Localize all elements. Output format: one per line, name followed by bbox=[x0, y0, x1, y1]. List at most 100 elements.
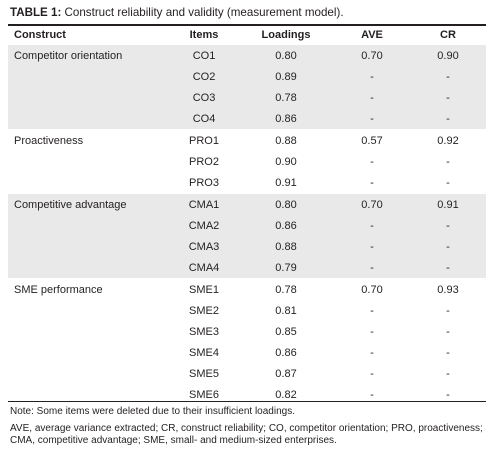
cr-cell: - bbox=[446, 346, 450, 359]
cr-cell: - bbox=[446, 325, 450, 338]
loading-cell: 0.80 bbox=[238, 193, 334, 215]
item-cell: SME3 bbox=[189, 325, 219, 338]
header-ave: AVE bbox=[361, 29, 383, 41]
ave-cell: 0.70 bbox=[334, 278, 410, 300]
loading-cell: 0.88 bbox=[238, 236, 334, 257]
loading-cell: 0.88 bbox=[238, 129, 334, 151]
table-row: Competitive advantage CMA1 0.80 0.70 0.91 bbox=[8, 193, 486, 215]
item-cell: CO2 bbox=[170, 66, 238, 87]
header-items: Items bbox=[189, 29, 219, 41]
table-row: PRO3 0.91 - - bbox=[8, 172, 486, 194]
table-row: Proactiveness PRO1 0.88 0.57 0.92 bbox=[8, 129, 486, 151]
loading-cell: 0.79 bbox=[238, 257, 334, 279]
item-cell: SME1 bbox=[170, 278, 238, 300]
table-row: SME6 0.82 - - bbox=[8, 384, 486, 405]
construct-cell: SME performance bbox=[8, 278, 170, 300]
ave-cell: 0.70 bbox=[334, 44, 410, 66]
ave-cell: - bbox=[370, 388, 374, 401]
caption-text: Construct reliability and validity (meas… bbox=[61, 6, 344, 19]
ave-cell: - bbox=[334, 215, 410, 236]
construct-cell bbox=[8, 342, 170, 363]
ave-cell: - bbox=[370, 155, 374, 168]
construct-cell bbox=[8, 87, 170, 108]
table-row: CMA4 0.79- - bbox=[8, 257, 486, 279]
item-cell: SME6 bbox=[189, 388, 219, 401]
cr-cell: - bbox=[446, 176, 450, 189]
item-cell: SME2 bbox=[189, 304, 219, 317]
loading-cell: 0.81 bbox=[275, 304, 297, 317]
cr-cell: - bbox=[446, 304, 450, 317]
table-row: CMA2 0.86- - bbox=[8, 215, 486, 236]
construct-cell bbox=[8, 66, 170, 87]
loading-cell: 0.78 bbox=[238, 278, 334, 300]
item-cell: CMA3 bbox=[170, 236, 238, 257]
construct-cell bbox=[8, 257, 170, 279]
loading-cell: 0.78 bbox=[238, 87, 334, 108]
cr-cell: 0.92 bbox=[410, 129, 486, 151]
table-row: SME4 0.86 - - bbox=[8, 342, 486, 363]
loading-cell: 0.86 bbox=[238, 108, 334, 130]
construct-cell bbox=[8, 236, 170, 257]
construct-cell: Competitor orientation bbox=[8, 44, 170, 66]
ave-cell: - bbox=[370, 346, 374, 359]
item-cell: PRO1 bbox=[170, 129, 238, 151]
item-cell: CO3 bbox=[170, 87, 238, 108]
table-row: CMA3 0.88- - bbox=[8, 236, 486, 257]
table-notes: Note: Some items were deleted due to the… bbox=[10, 406, 486, 448]
table-row: SME performance SME1 0.78 0.70 0.93 bbox=[8, 278, 486, 300]
table-caption: TABLE 1: Construct reliability and valid… bbox=[10, 6, 344, 20]
ave-cell: - bbox=[334, 87, 410, 108]
ave-cell: - bbox=[370, 304, 374, 317]
construct-group: Competitive advantage CMA1 0.80 0.70 0.91 CMA… bbox=[8, 193, 486, 279]
table-row: CO4 0.86- - bbox=[8, 108, 486, 130]
ave-cell: - bbox=[370, 176, 374, 189]
loading-cell: 0.86 bbox=[275, 346, 297, 359]
construct-group: Competitor orientation CO1 0.80 0.70 0.90 CO2… bbox=[8, 44, 486, 130]
ave-cell: - bbox=[334, 257, 410, 279]
table-row: CO2 0.89- - bbox=[8, 66, 486, 87]
item-cell: CMA4 bbox=[170, 257, 238, 279]
item-cell: CMA1 bbox=[170, 193, 238, 215]
table-row: SME5 0.87 - - bbox=[8, 363, 486, 384]
header-construct: Construct bbox=[14, 29, 66, 41]
construct-group: Proactiveness PRO1 0.88 0.57 0.92 PRO2 0.90- - P… bbox=[8, 129, 486, 194]
header-row: Construct Items Loadings AVE CR bbox=[8, 26, 486, 45]
top-rule bbox=[8, 24, 486, 26]
loading-cell: 0.87 bbox=[275, 367, 297, 380]
item-cell: CO4 bbox=[170, 108, 238, 130]
cr-cell: - bbox=[446, 367, 450, 380]
table-row: Competitor orientation CO1 0.80 0.70 0.90 bbox=[8, 44, 486, 66]
ave-cell: - bbox=[334, 108, 410, 130]
item-cell: PRO3 bbox=[189, 176, 219, 189]
cr-cell: - bbox=[410, 66, 486, 87]
table-row: SME2 0.81 - - bbox=[8, 300, 486, 321]
loading-cell: 0.86 bbox=[238, 215, 334, 236]
cr-cell: - bbox=[410, 87, 486, 108]
loading-cell: 0.80 bbox=[238, 44, 334, 66]
table-row: PRO2 0.90 - - bbox=[8, 151, 486, 172]
cr-cell: - bbox=[446, 388, 450, 401]
ave-cell: 0.57 bbox=[334, 129, 410, 151]
item-cell: CO1 bbox=[170, 44, 238, 66]
item-cell: PRO2 bbox=[189, 155, 219, 168]
construct-cell bbox=[8, 172, 170, 194]
cr-cell: 0.90 bbox=[410, 44, 486, 66]
ave-cell: - bbox=[370, 367, 374, 380]
construct-cell bbox=[8, 215, 170, 236]
construct-cell bbox=[8, 108, 170, 130]
ave-cell: - bbox=[334, 236, 410, 257]
cr-cell: 0.93 bbox=[410, 278, 486, 300]
loading-cell: 0.85 bbox=[275, 325, 297, 338]
construct-cell: Competitive advantage bbox=[8, 193, 170, 215]
ave-cell: - bbox=[334, 66, 410, 87]
bottom-rule bbox=[8, 401, 486, 402]
loading-cell: 0.91 bbox=[275, 176, 297, 189]
header-cr: CR bbox=[440, 29, 456, 41]
loading-cell: 0.89 bbox=[238, 66, 334, 87]
caption-label: TABLE 1: bbox=[10, 6, 62, 19]
cr-cell: - bbox=[410, 215, 486, 236]
loading-cell: 0.82 bbox=[275, 388, 297, 401]
item-cell: CMA2 bbox=[170, 215, 238, 236]
construct-cell bbox=[8, 363, 170, 384]
